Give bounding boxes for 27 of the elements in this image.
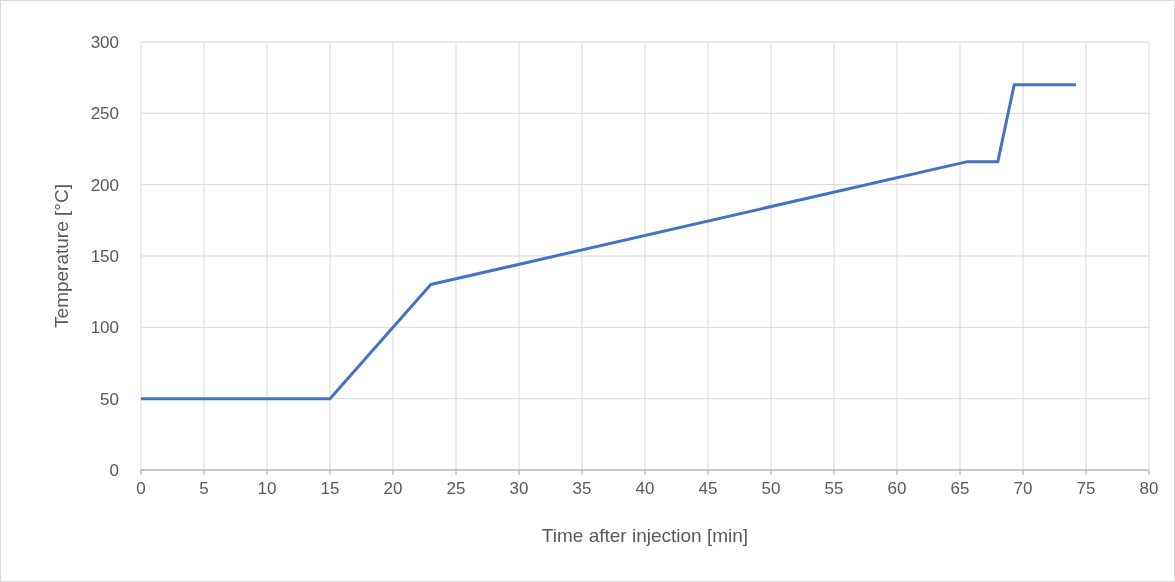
x-tick-label: 0 bbox=[136, 479, 146, 498]
y-tick-label: 200 bbox=[90, 175, 119, 195]
x-tick-label: 60 bbox=[887, 479, 907, 498]
x-tick-label: 45 bbox=[698, 479, 718, 498]
x-tick-label: 25 bbox=[446, 479, 466, 498]
y-tick-label: 0 bbox=[109, 461, 119, 480]
x-tick-label: 40 bbox=[635, 479, 655, 498]
y-tick-label: 250 bbox=[90, 104, 119, 124]
x-tick-label: 15 bbox=[320, 479, 340, 498]
x-tick-label: 50 bbox=[761, 479, 781, 498]
x-tick-label: 80 bbox=[1139, 479, 1159, 498]
x-tick-label: 5 bbox=[199, 479, 209, 498]
x-tick-label: 35 bbox=[572, 479, 592, 498]
line-series bbox=[139, 83, 1078, 401]
y-axis-title: Temperature [°C] bbox=[51, 184, 72, 328]
x-tick-label: 75 bbox=[1076, 479, 1096, 498]
x-tick-label: 10 bbox=[257, 479, 277, 498]
x-tick-label: 20 bbox=[383, 479, 403, 498]
x-tick-label: 30 bbox=[509, 479, 529, 498]
x-axis-title: Time after injection [min] bbox=[541, 525, 749, 546]
y-tick-label: 150 bbox=[90, 247, 119, 266]
x-tick-label: 55 bbox=[824, 479, 844, 498]
y-tick-label: 50 bbox=[100, 389, 119, 409]
x-tick-label: 70 bbox=[1013, 479, 1033, 498]
x-tick-label: 65 bbox=[950, 479, 970, 498]
y-tick-label: 300 bbox=[90, 33, 119, 52]
y-tick-label: 100 bbox=[90, 318, 119, 338]
